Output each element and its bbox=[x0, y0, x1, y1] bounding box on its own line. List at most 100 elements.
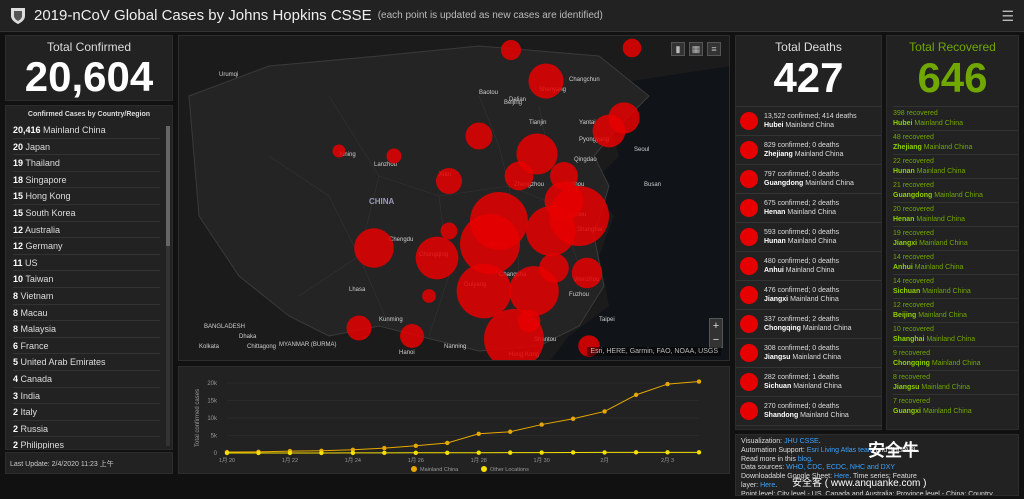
grid-icon[interactable]: ▦ bbox=[689, 42, 703, 56]
recovered-list-item[interactable]: 10 recovered Shanghai Mainland China bbox=[893, 322, 1018, 346]
case-bubble[interactable] bbox=[346, 315, 372, 341]
death-list-item[interactable]: 308 confirmed; 0 deaths Jiangsu Mainland… bbox=[736, 338, 881, 367]
recovered-list-item[interactable]: 48 recovered Zhejiang Mainland China bbox=[893, 130, 1018, 154]
death-list-item[interactable]: 593 confirmed; 0 deaths Hunan Mainland C… bbox=[736, 222, 881, 251]
death-list-item[interactable]: 212 confirmed; 1 deaths Beijing Mainland… bbox=[736, 425, 881, 429]
recovered-list-item[interactable]: 14 recovered Sichuan Mainland China bbox=[893, 274, 1018, 298]
country-list-item[interactable]: 20,416 Mainland China bbox=[13, 122, 160, 139]
country-list-item[interactable]: 5 United Arab Emirates bbox=[13, 354, 160, 371]
series-point[interactable] bbox=[570, 416, 576, 421]
series-point[interactable] bbox=[476, 431, 481, 436]
country-list-item[interactable]: 12 Australia bbox=[13, 222, 160, 239]
death-list-item[interactable]: 270 confirmed; 0 deaths Shandong Mainlan… bbox=[736, 396, 881, 425]
death-list-item[interactable]: 675 confirmed; 2 deaths Henan Mainland C… bbox=[736, 193, 881, 222]
country-list-item[interactable]: 18 Singapore bbox=[13, 172, 160, 189]
country-list-item[interactable]: 2 Italy bbox=[13, 404, 160, 421]
series-point[interactable] bbox=[508, 450, 513, 455]
case-bubble[interactable] bbox=[517, 309, 541, 333]
country-list-item[interactable]: 2 Philippines bbox=[13, 437, 160, 449]
country-list-item[interactable]: 19 Thailand bbox=[13, 155, 160, 172]
case-bubble[interactable] bbox=[470, 192, 528, 250]
recovered-list-item[interactable]: 12 recovered Beijing Mainland China bbox=[893, 298, 1018, 322]
zoom-in-button[interactable]: + bbox=[712, 320, 720, 332]
case-bubble[interactable] bbox=[332, 144, 346, 158]
series-point[interactable] bbox=[382, 445, 387, 451]
series-point[interactable] bbox=[445, 440, 450, 446]
map-panel[interactable]: CHINABaotouBeijingTianjinDalianShenyangC… bbox=[178, 35, 730, 361]
menu-icon[interactable]: ☰ bbox=[1001, 8, 1014, 24]
info-link[interactable]: JHU CSSE bbox=[784, 438, 819, 445]
series-point[interactable] bbox=[382, 450, 387, 456]
country-list-scroll-thumb[interactable] bbox=[166, 126, 170, 246]
info-link[interactable]: WHO, CDC, ECDC, NHC and DXY bbox=[786, 464, 896, 472]
series-point[interactable] bbox=[476, 450, 481, 455]
series-point[interactable] bbox=[287, 450, 293, 456]
series-point[interactable] bbox=[413, 450, 418, 456]
country-list-item[interactable]: 8 Macau bbox=[13, 305, 160, 322]
case-bubble[interactable] bbox=[415, 236, 459, 280]
case-bubble[interactable] bbox=[500, 39, 522, 61]
case-bubble[interactable] bbox=[440, 222, 458, 240]
case-bubble[interactable] bbox=[386, 148, 402, 164]
bookmark-icon[interactable]: ▮ bbox=[671, 42, 685, 56]
series-point[interactable] bbox=[539, 422, 544, 427]
country-list-item[interactable]: 4 Canada bbox=[13, 371, 160, 388]
case-bubble[interactable] bbox=[550, 162, 578, 190]
series-point[interactable] bbox=[696, 450, 702, 455]
series-point[interactable] bbox=[696, 379, 702, 384]
map-canvas[interactable]: CHINABaotouBeijingTianjinDalianShenyangC… bbox=[179, 36, 730, 361]
recovered-list-item[interactable]: 21 recovered Guangdong Mainland China bbox=[893, 178, 1018, 202]
series-point[interactable] bbox=[602, 450, 607, 455]
list-icon[interactable]: ≡ bbox=[707, 42, 721, 56]
death-list-item[interactable]: 337 confirmed; 2 deaths Chongqing Mainla… bbox=[736, 309, 881, 338]
country-list-item[interactable]: 3 India bbox=[13, 388, 160, 405]
case-bubble[interactable] bbox=[622, 38, 642, 58]
country-list-item[interactable]: 6 France bbox=[13, 338, 160, 355]
recovered-list-item[interactable]: 22 recovered Hunan Mainland China bbox=[893, 154, 1018, 178]
country-list-item[interactable]: 20 Japan bbox=[13, 139, 160, 156]
case-bubble[interactable] bbox=[400, 324, 424, 348]
recovered-list-item[interactable]: 9 recovered Chongqing Mainland China bbox=[893, 346, 1018, 370]
country-list-item[interactable]: 10 Taiwan bbox=[13, 271, 160, 288]
country-list-item[interactable]: 15 South Korea bbox=[13, 205, 160, 222]
death-list-item[interactable]: 282 confirmed; 1 deaths Sichuan Mainland… bbox=[736, 367, 881, 396]
series-point[interactable] bbox=[665, 450, 670, 455]
case-bubble[interactable] bbox=[608, 102, 640, 134]
recovered-list-item[interactable]: 7 recovered Guangxi Mainland China bbox=[893, 394, 1018, 418]
series-point[interactable] bbox=[445, 450, 450, 455]
case-bubble[interactable] bbox=[436, 168, 462, 194]
series-point[interactable] bbox=[633, 392, 639, 398]
info-link[interactable]: Esri Living Atlas team bbox=[806, 446, 874, 454]
info-link[interactable]: Here bbox=[834, 473, 850, 480]
series-point[interactable] bbox=[224, 450, 230, 456]
case-bubble[interactable] bbox=[504, 161, 534, 191]
country-list-item[interactable]: 15 Hong Kong bbox=[13, 188, 160, 205]
series-point[interactable] bbox=[539, 450, 544, 455]
recovered-list-item[interactable]: 14 recovered Anhui Mainland China bbox=[893, 250, 1018, 274]
case-bubble[interactable] bbox=[528, 63, 564, 99]
case-bubble[interactable] bbox=[544, 181, 584, 221]
case-bubble[interactable] bbox=[354, 228, 394, 268]
series-point[interactable] bbox=[350, 447, 356, 452]
recovered-list-item[interactable]: 20 recovered Henan Mainland China bbox=[893, 202, 1018, 226]
country-list-scrollbar[interactable] bbox=[166, 126, 170, 446]
series-point[interactable] bbox=[570, 450, 576, 455]
death-list-item[interactable]: 480 confirmed; 0 deaths Anhui Mainland C… bbox=[736, 251, 881, 280]
case-bubble[interactable] bbox=[456, 263, 512, 319]
death-list-item[interactable]: 476 confirmed; 0 deaths Jiangxi Mainland… bbox=[736, 280, 881, 309]
series-point[interactable] bbox=[413, 443, 418, 448]
series-point[interactable] bbox=[633, 450, 639, 455]
death-list-item[interactable]: 797 confirmed; 0 deaths Guangdong Mainla… bbox=[736, 164, 881, 193]
case-bubble[interactable] bbox=[539, 253, 569, 283]
series-point[interactable] bbox=[350, 450, 356, 456]
series-point[interactable] bbox=[256, 450, 261, 456]
series-point[interactable] bbox=[319, 450, 324, 456]
death-list-item[interactable]: 13,522 confirmed; 414 deaths Hubei Mainl… bbox=[736, 106, 881, 135]
recovered-list-item[interactable]: 398 recovered Hubei Mainland China bbox=[893, 106, 1018, 130]
country-list-item[interactable]: 2 Russia bbox=[13, 421, 160, 438]
series-point[interactable] bbox=[602, 409, 607, 414]
case-bubble[interactable] bbox=[465, 122, 493, 150]
info-link[interactable]: blog bbox=[797, 455, 812, 463]
country-list-item[interactable]: 12 Germany bbox=[13, 238, 160, 255]
country-list-item[interactable]: 8 Malaysia bbox=[13, 321, 160, 338]
